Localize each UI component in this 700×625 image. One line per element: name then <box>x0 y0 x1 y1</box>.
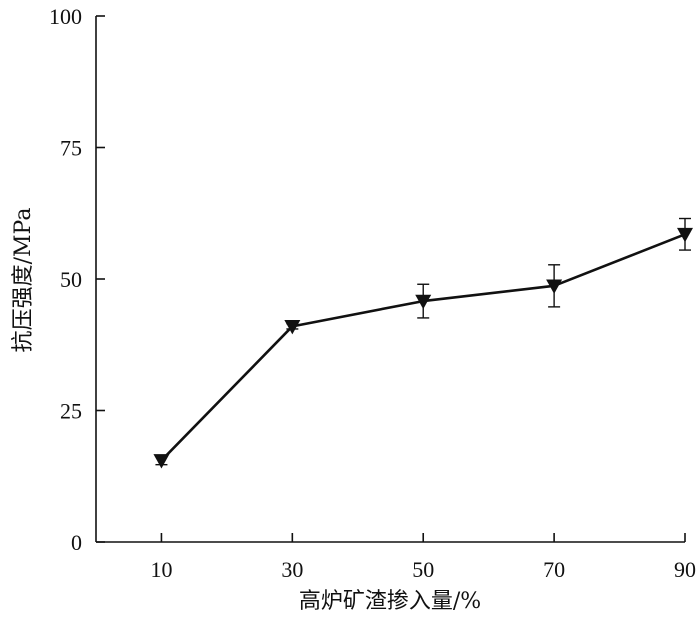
data-point <box>153 454 170 469</box>
data-point <box>415 294 432 310</box>
y-ticks: 0 25 50 75 100 <box>49 4 105 555</box>
y-axis-title: 抗压强度/MPa <box>11 208 36 353</box>
y-tick-label: 50 <box>60 267 82 292</box>
y-tick-label: 75 <box>60 136 82 161</box>
x-tick-label: 10 <box>150 557 172 582</box>
y-tick-label: 25 <box>60 399 82 424</box>
x-ticks: 10 30 50 70 90 <box>150 533 696 582</box>
series-line <box>160 233 686 462</box>
x-tick-label: 50 <box>412 557 434 582</box>
x-tick-label: 30 <box>281 557 303 582</box>
plot-area: 0 25 50 75 100 10 30 50 70 90 <box>49 4 696 582</box>
x-tick-label: 90 <box>674 557 696 582</box>
x-tick-label: 70 <box>543 557 565 582</box>
x-axis-title: 高炉矿渣掺入量/% <box>299 589 481 614</box>
data-point <box>284 319 301 335</box>
y-tick-label: 0 <box>71 530 82 555</box>
data-point <box>546 279 563 294</box>
series-layer <box>153 217 693 469</box>
data-point <box>677 227 693 243</box>
y-tick-label: 100 <box>49 4 82 29</box>
